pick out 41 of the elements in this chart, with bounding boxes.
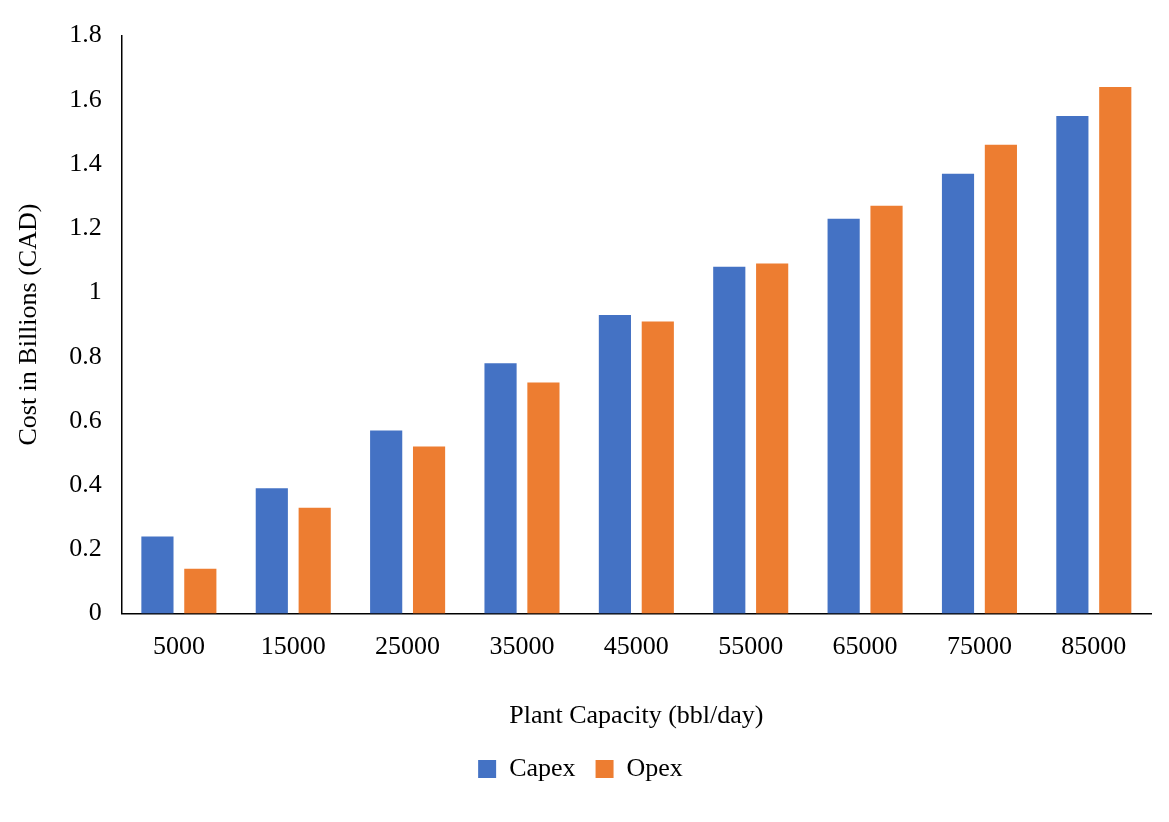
bar [1099, 86, 1132, 614]
x-tick-label: 75000 [946, 631, 1012, 661]
x-tick-label: 55000 [718, 631, 784, 661]
bar [870, 205, 903, 614]
y-tick-label: 1.2 [69, 212, 102, 242]
y-axis-title: Cost in Billions (CAD) [13, 203, 43, 446]
bar [941, 173, 975, 614]
legend-label: Capex [509, 752, 576, 782]
y-tick-label: 0.6 [69, 404, 102, 434]
bar [527, 382, 560, 614]
bar [984, 144, 1017, 614]
y-tick-label: 0.8 [69, 340, 102, 370]
bar [1056, 115, 1089, 614]
x-tick-label: 85000 [1061, 631, 1127, 661]
bar [298, 507, 331, 614]
bar [184, 568, 217, 614]
x-tick-label: 15000 [260, 631, 326, 661]
y-tick-label: 1.4 [69, 147, 102, 177]
x-tick-label: 65000 [832, 631, 898, 661]
y-tick-label: 0.2 [69, 533, 102, 563]
bar [484, 363, 517, 614]
bar [827, 218, 860, 614]
y-tick-label: 1.6 [69, 83, 102, 113]
y-tick-label: 1 [88, 276, 102, 306]
y-tick-label: 0 [88, 597, 102, 627]
bar [713, 266, 746, 614]
x-axis-title: Plant Capacity (bbl/day) [509, 700, 764, 730]
bar [370, 430, 403, 614]
bar [641, 321, 674, 614]
bar [412, 446, 446, 614]
x-tick-label: 35000 [489, 631, 555, 661]
bar [598, 314, 631, 614]
bar [255, 488, 288, 614]
bar [756, 263, 789, 614]
x-tick-label: 45000 [603, 631, 669, 661]
legend-label: Opex [626, 752, 683, 782]
bar [141, 536, 174, 614]
x-tick-label: 5000 [152, 631, 205, 661]
y-tick-label: 1.8 [69, 19, 102, 49]
y-tick-label: 0.4 [69, 468, 102, 498]
x-tick-label: 25000 [375, 631, 441, 661]
